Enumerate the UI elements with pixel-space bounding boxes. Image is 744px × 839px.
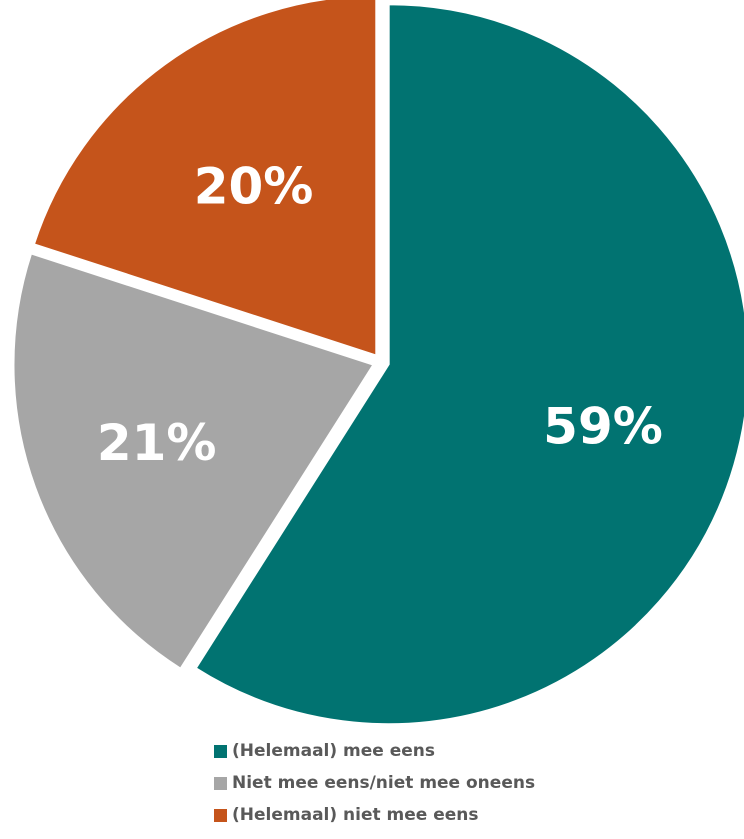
legend-swatch-niet-mee-eens bbox=[214, 808, 227, 822]
legend-swatch-mee-eens bbox=[214, 744, 227, 758]
legend: (Helemaal) mee eens Niet mee eens/niet m… bbox=[214, 735, 714, 831]
legend-label-niet-mee-eens: (Helemaal) niet mee eens bbox=[232, 805, 479, 825]
pie-labels: 59% 21% 20% bbox=[97, 158, 663, 472]
slice-neutraal bbox=[12, 252, 376, 671]
legend-label-mee-eens: (Helemaal) mee eens bbox=[232, 741, 436, 761]
label-neutraal: 21% bbox=[97, 414, 217, 472]
label-niet-mee-eens: 20% bbox=[194, 158, 314, 216]
label-mee-eens: 59% bbox=[543, 398, 663, 456]
legend-item-mee-eens: (Helemaal) mee eens bbox=[214, 735, 714, 767]
legend-item-niet-mee-eens: (Helemaal) niet mee eens bbox=[214, 799, 714, 831]
legend-swatch-neutraal bbox=[214, 776, 227, 790]
legend-item-neutraal: Niet mee eens/niet mee oneens bbox=[214, 767, 714, 799]
pie-slices bbox=[12, 0, 744, 726]
slice-mee-eens bbox=[194, 3, 744, 726]
slice-niet-mee-eens bbox=[32, 0, 378, 357]
legend-label-neutraal: Niet mee eens/niet mee oneens bbox=[232, 773, 536, 793]
